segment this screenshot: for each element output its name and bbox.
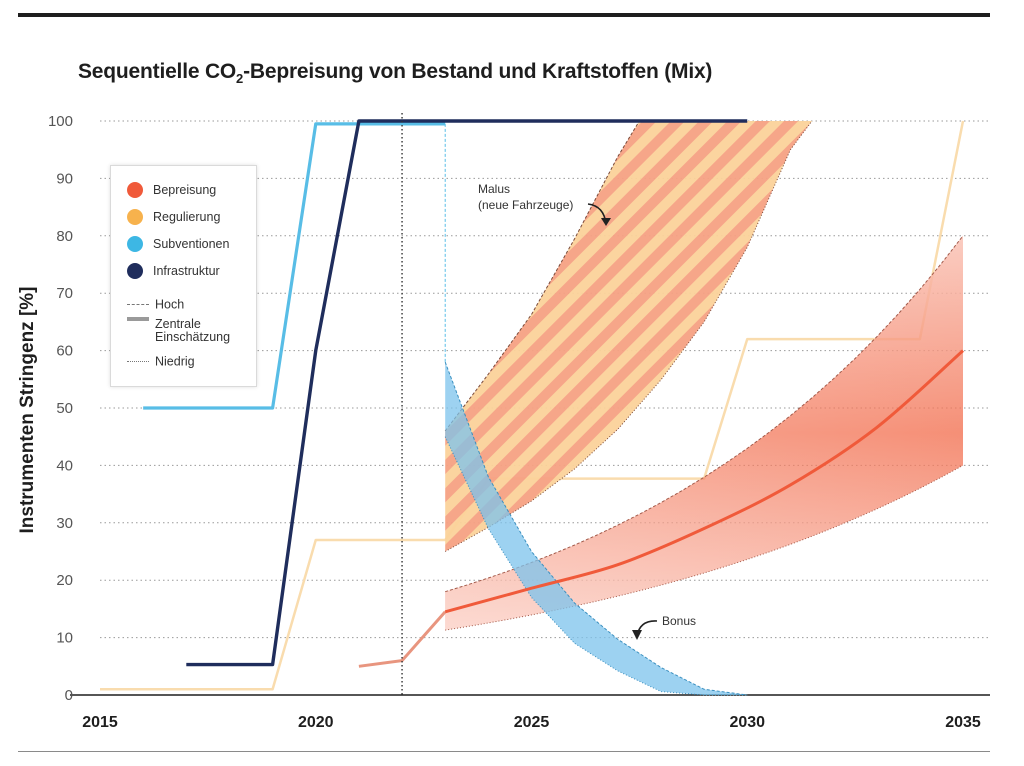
y-tick-0: 0: [65, 687, 73, 704]
grid: [70, 120, 990, 696]
legend-swatch-bepreisung: [127, 182, 143, 198]
legend-label-zentrale: Zentrale Einschätzung: [155, 318, 230, 344]
series-infrastruktur-line: [186, 119, 748, 667]
x-tick-2030: 2030: [729, 714, 765, 731]
y-tick-60: 60: [56, 343, 73, 360]
series-bonus-high: [444, 361, 748, 696]
y-tick-80: 80: [56, 228, 73, 245]
bottom-rule: [18, 751, 990, 752]
legend-label-niedrig: Niedrig: [155, 354, 195, 369]
y-tick-90: 90: [56, 170, 73, 187]
x-tick-2020: 2020: [298, 714, 334, 731]
malus-label-line2: (neue Fahrzeuge): [478, 198, 573, 212]
legend-line-solid: [127, 317, 149, 321]
x-tick-2015: 2015: [82, 714, 118, 731]
y-tick-labels: 0 10 20 30 40 50 60 70 80 90 100: [48, 113, 73, 704]
x-tick-labels: 2015 2020 2025 2030 2035: [82, 714, 981, 731]
y-tick-70: 70: [56, 285, 73, 302]
legend-item-bepreisung: Bepreisung: [127, 182, 216, 198]
y-tick-50: 50: [56, 400, 73, 417]
legend-swatch-subventionen: [127, 236, 143, 252]
legend-item-regulierung: Regulierung: [127, 209, 220, 225]
legend-item-infrastruktur: Infrastruktur: [127, 263, 220, 279]
bonus-arrowhead: [632, 630, 642, 640]
legend-swatch-regulierung: [127, 209, 143, 225]
annotations: Malus (neue Fahrzeuge) Bonus: [478, 182, 696, 640]
legend-item-niedrig: Niedrig: [127, 354, 195, 369]
bonus-label: Bonus: [662, 614, 696, 628]
series-bonus-band: [445, 362, 748, 695]
legend-label-bepreisung: Bepreisung: [153, 183, 217, 197]
legend-label-zentrale-2: Einschätzung: [155, 330, 231, 344]
y-tick-40: 40: [56, 457, 73, 474]
series: [100, 113, 965, 696]
legend: Bepreisung Regulierung Subventionen Infr…: [110, 165, 257, 387]
chart-title: Sequentielle CO2-Bepreisung von Bestand …: [78, 60, 713, 87]
legend-label-regulierung: Regulierung: [153, 210, 221, 224]
top-rule: [18, 13, 990, 17]
malus-label-line1: Malus: [478, 182, 510, 196]
series-malus-high: [444, 120, 640, 432]
legend-label-infrastruktur: Infrastruktur: [153, 264, 220, 278]
legend-label-hoch: Hoch: [155, 297, 185, 312]
y-tick-20: 20: [56, 572, 73, 589]
series-bepreisung-early: [358, 610, 447, 668]
series-bepreisung-band-soft: [445, 235, 963, 631]
x-tick-2025: 2025: [514, 714, 550, 731]
y-tick-30: 30: [56, 515, 73, 532]
series-subventionen-line: [143, 122, 446, 410]
legend-item-zentrale: Zentrale Einschätzung: [127, 317, 230, 344]
legend-item-hoch: Hoch: [127, 297, 184, 312]
legend-line-dashed: [127, 304, 149, 306]
y-axis-label: Instrumenten Stringenz [%]: [17, 286, 38, 533]
series-malus-band: [445, 121, 812, 552]
series-malus-low: [444, 120, 813, 552]
legend-label-subventionen: Subventionen: [153, 237, 230, 251]
series-bepreisung-central: [444, 349, 964, 614]
series-bepreisung-low: [445, 464, 964, 631]
malus-arrowhead: [601, 218, 611, 226]
y-tick-100: 100: [48, 113, 73, 130]
legend-swatch-infrastruktur: [127, 263, 143, 279]
y-tick-10: 10: [56, 630, 73, 647]
x-tick-2035: 2035: [945, 714, 981, 731]
legend-label-zentrale-1: Zentrale: [155, 317, 201, 331]
legend-line-dotted: [127, 361, 149, 363]
legend-item-subventionen: Subventionen: [127, 236, 229, 252]
